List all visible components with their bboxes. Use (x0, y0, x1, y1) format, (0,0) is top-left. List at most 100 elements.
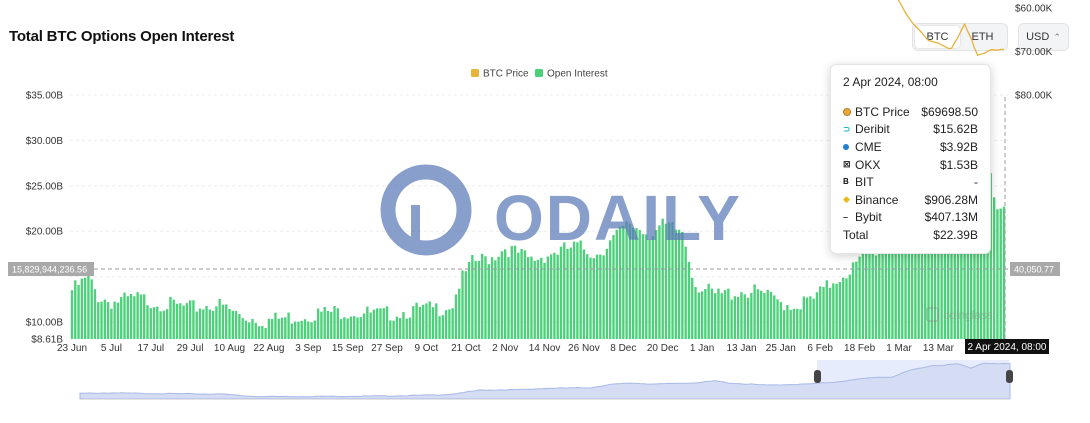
open-interest-bar[interactable] (907, 218, 911, 339)
open-interest-bar[interactable] (992, 197, 996, 339)
open-interest-bar[interactable] (776, 299, 779, 339)
open-interest-bar[interactable] (435, 303, 438, 339)
open-interest-bar[interactable] (149, 308, 152, 339)
open-interest-bar[interactable] (809, 296, 812, 339)
open-interest-bar[interactable] (832, 283, 835, 339)
open-interest-bar[interactable] (674, 229, 678, 339)
open-interest-bar[interactable] (336, 308, 339, 339)
open-interest-bar[interactable] (628, 223, 632, 339)
open-interest-bar[interactable] (523, 250, 527, 339)
open-interest-bar[interactable] (356, 317, 359, 339)
open-interest-bar[interactable] (83, 277, 87, 339)
open-interest-bar[interactable] (720, 293, 723, 339)
open-interest-bar[interactable] (490, 257, 494, 339)
open-interest-bar[interactable] (497, 256, 500, 339)
open-interest-bar[interactable] (858, 256, 861, 339)
open-interest-bar[interactable] (385, 306, 389, 339)
open-interest-bar[interactable] (188, 300, 192, 339)
open-interest-bar[interactable] (540, 257, 543, 339)
open-interest-bar[interactable] (786, 304, 789, 339)
open-interest-bar[interactable] (192, 300, 195, 339)
open-interest-bar[interactable] (297, 321, 300, 339)
open-interest-bar[interactable] (714, 293, 717, 339)
open-interest-bar[interactable] (274, 312, 277, 339)
open-interest-bar[interactable] (467, 261, 471, 339)
open-interest-bar[interactable] (382, 308, 385, 339)
open-interest-bar[interactable] (349, 316, 353, 339)
open-interest-bar[interactable] (553, 252, 556, 339)
open-interest-bar[interactable] (668, 222, 671, 339)
open-interest-bar[interactable] (664, 223, 668, 339)
open-interest-bar[interactable] (277, 318, 280, 339)
open-interest-bar[interactable] (254, 322, 257, 339)
open-interest-bar[interactable] (920, 209, 924, 339)
open-interest-bar[interactable] (211, 310, 215, 339)
open-interest-bar[interactable] (326, 310, 330, 339)
open-interest-bar[interactable] (822, 286, 825, 339)
open-interest-bar[interactable] (451, 308, 454, 339)
open-interest-bar[interactable] (569, 247, 572, 339)
legend-open-interest-swatch[interactable] (535, 69, 543, 77)
open-interest-bar[interactable] (353, 316, 356, 339)
open-interest-bar[interactable] (402, 312, 405, 339)
open-interest-bar[interactable] (264, 328, 267, 339)
open-interest-bar[interactable] (769, 291, 773, 339)
open-interest-bar[interactable] (100, 301, 103, 339)
open-interest-bar[interactable] (379, 308, 382, 339)
open-interest-bar[interactable] (878, 251, 881, 339)
open-interest-bar[interactable] (372, 309, 376, 339)
open-interest-bar[interactable] (773, 295, 776, 339)
open-interest-bar[interactable] (346, 318, 349, 339)
open-interest-bar[interactable] (202, 309, 205, 339)
open-interest-bar[interactable] (710, 288, 714, 339)
open-interest-bar[interactable] (182, 305, 185, 339)
open-interest-bar[interactable] (592, 258, 595, 339)
open-interest-bar[interactable] (284, 317, 287, 339)
open-interest-bar[interactable] (615, 229, 618, 339)
open-interest-bar[interactable] (684, 246, 687, 339)
open-interest-bar[interactable] (671, 222, 674, 339)
open-interest-bar[interactable] (87, 274, 90, 339)
open-interest-bar[interactable] (136, 292, 139, 339)
open-interest-bar[interactable] (395, 316, 399, 339)
open-interest-bar[interactable] (756, 289, 760, 339)
open-interest-bar[interactable] (172, 299, 175, 339)
open-interest-bar[interactable] (609, 240, 612, 339)
open-interest-bar[interactable] (139, 294, 143, 339)
open-interest-bar[interactable] (625, 221, 628, 339)
open-interest-bar[interactable] (648, 239, 651, 339)
open-interest-bar[interactable] (802, 296, 805, 339)
open-interest-bar[interactable] (113, 301, 116, 339)
open-interest-bar[interactable] (359, 317, 362, 339)
open-interest-bar[interactable] (595, 254, 599, 339)
open-interest-bar[interactable] (746, 297, 750, 339)
open-interest-bar[interactable] (566, 248, 569, 339)
open-interest-bar[interactable] (950, 176, 953, 339)
open-interest-bar[interactable] (500, 251, 504, 339)
open-interest-bar[interactable] (848, 274, 851, 339)
open-interest-bar[interactable] (868, 252, 871, 339)
open-interest-bar[interactable] (766, 289, 769, 339)
open-interest-bar[interactable] (93, 289, 97, 339)
open-interest-bar[interactable] (819, 286, 822, 339)
open-interest-bar[interactable] (205, 306, 208, 339)
open-interest-bar[interactable] (307, 321, 310, 339)
open-interest-bar[interactable] (743, 294, 746, 339)
open-interest-bar[interactable] (421, 304, 425, 339)
open-interest-bar[interactable] (159, 311, 162, 339)
open-interest-bar[interactable] (175, 303, 179, 339)
open-interest-bar[interactable] (943, 196, 947, 339)
currency-select[interactable]: USD ⌃ (1018, 23, 1069, 51)
open-interest-bar[interactable] (618, 226, 622, 339)
open-interest-bar[interactable] (704, 289, 707, 339)
open-interest-bar[interactable] (851, 262, 855, 339)
open-interest-bar[interactable] (123, 292, 126, 339)
open-interest-bar[interactable] (687, 261, 691, 339)
open-interest-bar[interactable] (910, 215, 914, 339)
open-interest-bar[interactable] (218, 298, 221, 339)
open-interest-bar[interactable] (576, 242, 579, 339)
open-interest-bar[interactable] (901, 233, 904, 339)
open-interest-bar[interactable] (320, 311, 323, 339)
open-interest-bar[interactable] (481, 253, 484, 339)
open-interest-bar[interactable] (133, 296, 136, 339)
